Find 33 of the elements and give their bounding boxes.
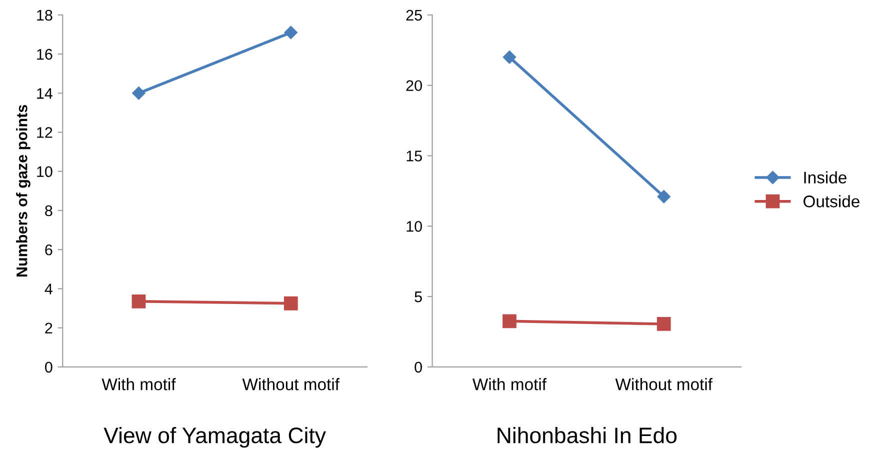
text: Nihonbashi In Edo [498, 426, 677, 444]
y-tick-label: 5 [414, 292, 422, 302]
y-tick-label: 2 [45, 322, 52, 334]
y-tick-label: 0 [45, 362, 52, 373]
y-tick-label: 14 [37, 88, 52, 99]
legend-label: Outside [804, 195, 860, 208]
point [502, 314, 516, 328]
y-tick-label: 8 [45, 205, 52, 216]
x-tick-label: Without motif [615, 378, 713, 390]
y-tick-label: 10 [37, 166, 52, 178]
x-tick-label: With motif [472, 378, 547, 390]
y-tick-label: 18 [37, 10, 52, 21]
y-tick-label: 15 [406, 150, 422, 162]
y-tick-label: 6 [45, 244, 52, 256]
y-tick-label: 20 [406, 80, 422, 92]
point [284, 26, 298, 40]
point [502, 50, 516, 64]
point [657, 190, 670, 204]
point [132, 86, 146, 100]
y-tick-label: 12 [37, 127, 52, 138]
y-tick-label: 25 [406, 10, 422, 21]
point [284, 296, 298, 310]
y-tick-label: 10 [406, 221, 422, 232]
y-tick-label: 16 [37, 48, 52, 60]
text: View of Yamagata City [104, 426, 326, 448]
point [656, 317, 671, 331]
point [132, 294, 146, 308]
x-tick-label: With motif [102, 378, 176, 390]
y-tick-label: 0 [414, 362, 422, 373]
y-tick-label: 4 [44, 284, 52, 294]
legend-label: Inside [804, 171, 846, 184]
x-tick-label: Without motif [242, 378, 340, 390]
y-axis-title: Numbers of gaze points [16, 104, 30, 276]
